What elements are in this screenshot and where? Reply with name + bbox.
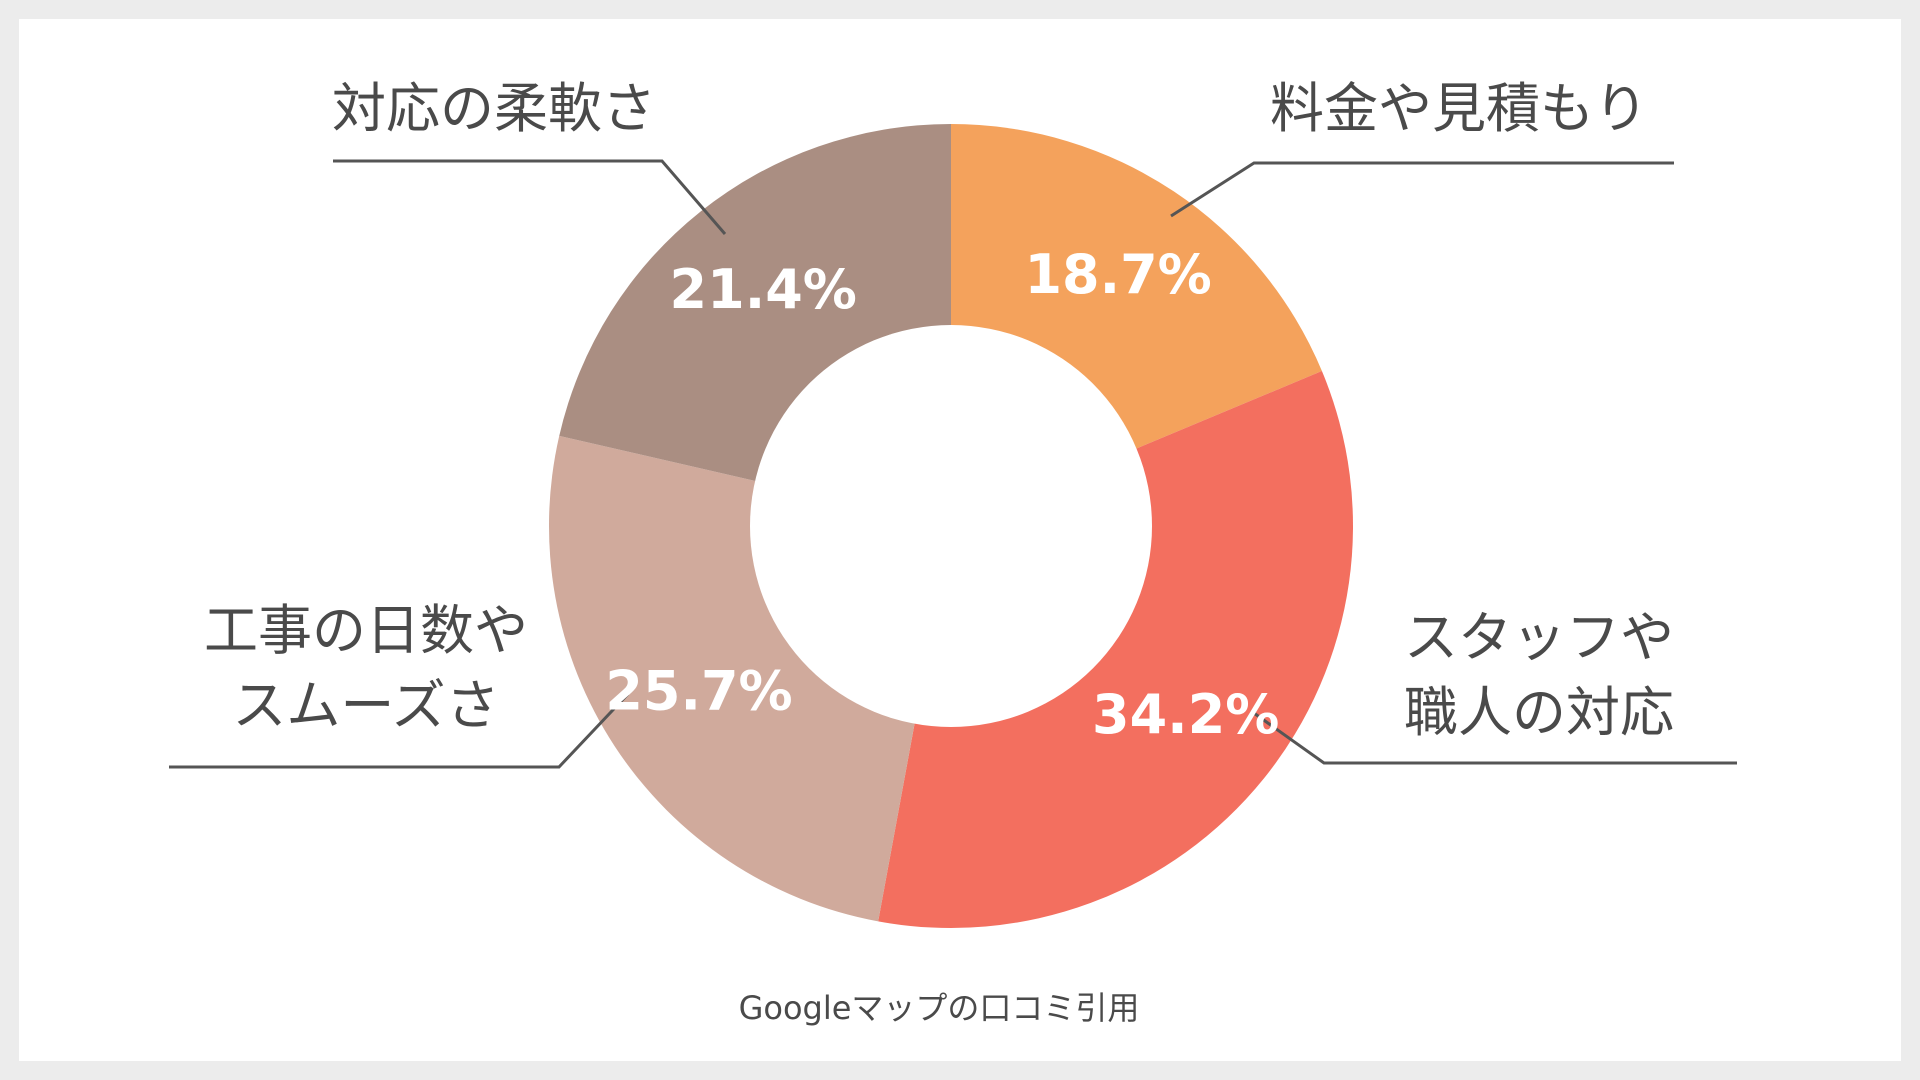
category-label-line: 職人の対応 [1404,681,1674,744]
category-label-line: スタッフや [1404,606,1674,669]
category-label-line: 工事の日数や [204,599,528,662]
leader-lines-group [169,159,1737,769]
chart-card: 18.7% 34.2% 25.7% 21.4% 料金や見積もりスタッフや職人の対応 工事… [19,19,1901,1061]
value-label: 18.7% [1024,243,1211,306]
category-label-line: 対応の柔軟さ [332,77,656,140]
category-label-staff-response: スタッフや職人の対応 [1404,606,1674,744]
value-labels-group: 18.7% 34.2% 25.7% 21.4% [605,243,1279,746]
leader-staff-response [1250,709,1737,765]
category-label-line: 料金や見積もり [1270,77,1648,140]
category-label-flexibility: 対応の柔軟さ [332,77,656,140]
category-label-construction-speed: 工事の日数やスムーズさ [204,599,528,737]
value-label: 25.7% [605,660,792,723]
value-label: 34.2% [1092,683,1279,746]
value-label: 21.4% [670,258,857,321]
leader-construction-speed [169,692,630,769]
leader-flexibility [333,159,727,235]
category-label-line: スムーズさ [232,674,499,737]
source-note: Googleマップの口コミ引用 [739,989,1140,1027]
donut-hole [750,325,1152,727]
category-label-price-estimate: 料金や見積もり [1270,77,1648,140]
leader-price-estimate [1170,161,1674,218]
